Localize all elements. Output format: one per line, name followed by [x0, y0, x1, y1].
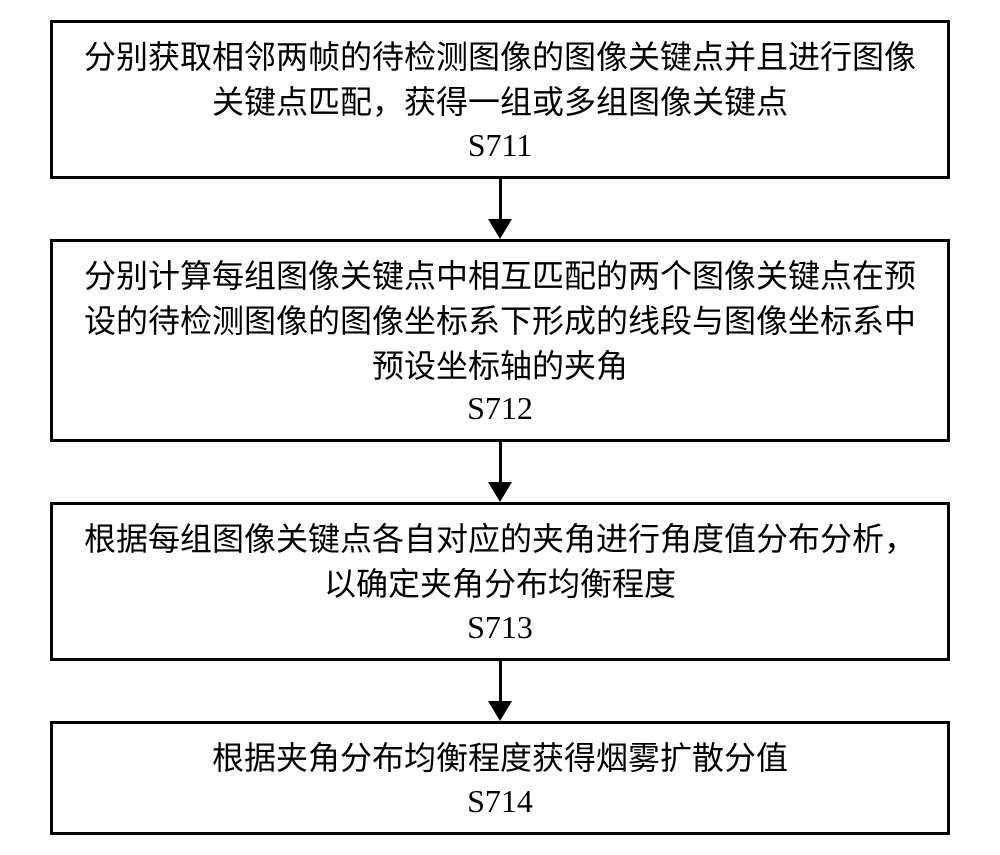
flowchart-step-3: 根据每组图像关键点各自对应的夹角进行角度值分布分析，以确定夹角分布均衡程度 S7…	[50, 502, 950, 661]
step-text: 根据夹角分布均衡程度获得烟雾扩散分值	[212, 736, 788, 781]
arrow-line	[499, 179, 502, 219]
arrow-2	[488, 442, 512, 502]
arrow-1	[488, 179, 512, 239]
arrow-line	[499, 442, 502, 482]
arrow-head-icon	[488, 482, 512, 502]
flowchart-container: 分别获取相邻两帧的待检测图像的图像关键点并且进行图像关键点匹配，获得一组或多组图…	[20, 20, 980, 834]
step-id: S712	[467, 390, 533, 427]
step-text: 根据每组图像关键点各自对应的夹角进行角度值分布分析，以确定夹角分布均衡程度	[73, 517, 927, 607]
step-id: S711	[468, 127, 533, 164]
arrow-3	[488, 661, 512, 721]
arrow-line	[499, 661, 502, 701]
arrow-head-icon	[488, 219, 512, 239]
arrow-head-icon	[488, 701, 512, 721]
step-text: 分别获取相邻两帧的待检测图像的图像关键点并且进行图像关键点匹配，获得一组或多组图…	[73, 35, 927, 125]
flowchart-step-2: 分别计算每组图像关键点中相互匹配的两个图像关键点在预设的待检测图像的图像坐标系下…	[50, 239, 950, 442]
flowchart-step-1: 分别获取相邻两帧的待检测图像的图像关键点并且进行图像关键点匹配，获得一组或多组图…	[50, 20, 950, 179]
flowchart-step-4: 根据夹角分布均衡程度获得烟雾扩散分值 S714	[50, 721, 950, 835]
step-id: S713	[467, 609, 533, 646]
step-id: S714	[467, 783, 533, 820]
step-text: 分别计算每组图像关键点中相互匹配的两个图像关键点在预设的待检测图像的图像坐标系下…	[73, 254, 927, 388]
